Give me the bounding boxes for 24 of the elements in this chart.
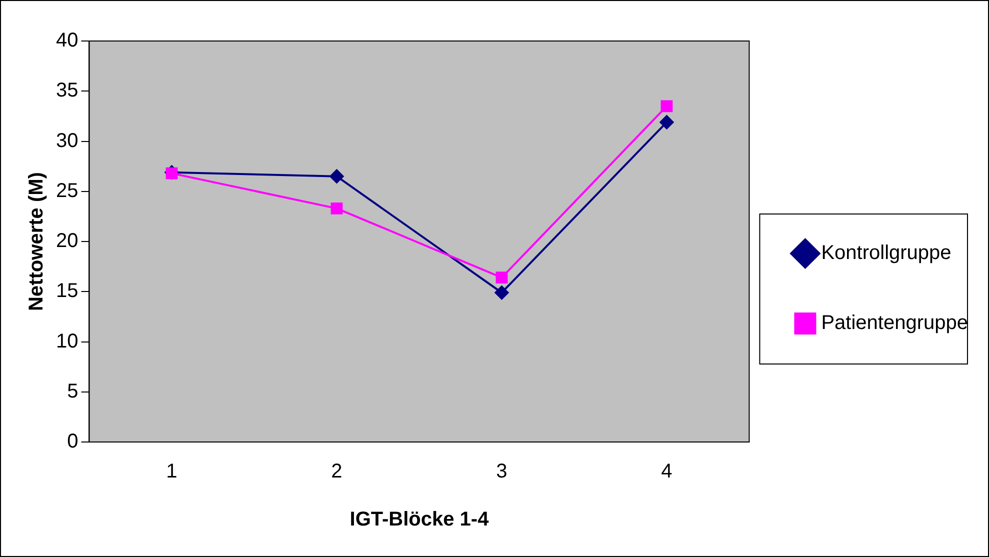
y-tick-label: 25 (56, 180, 78, 202)
y-tick-label: 30 (56, 130, 78, 152)
x-tick-label: 1 (166, 460, 178, 483)
y-tick-label: 5 (67, 380, 78, 402)
x-tick-label: 4 (661, 460, 672, 483)
y-tick-label: 0 (67, 430, 78, 453)
x-tick-label: 3 (496, 460, 508, 483)
x-tick-label: 2 (331, 460, 342, 483)
y-tick-label: 40 (56, 30, 78, 52)
point (330, 202, 343, 214)
point (660, 100, 673, 112)
y-tick-label: 15 (56, 280, 78, 302)
x-axis-title: IGT-Blöcke 1-4 (350, 508, 490, 531)
y-axis-title: Nettowerte (M) (26, 172, 48, 311)
legend-label: Patientengruppe (821, 312, 968, 334)
point (660, 115, 674, 130)
point (166, 167, 178, 180)
point (494, 286, 509, 300)
y-tick-label: 20 (56, 230, 78, 252)
y-tick-label: 35 (56, 80, 78, 102)
point (496, 272, 508, 284)
legend-label: Kontrollgruppe (821, 242, 952, 264)
y-tick-label: 10 (56, 330, 78, 352)
point (330, 169, 344, 184)
